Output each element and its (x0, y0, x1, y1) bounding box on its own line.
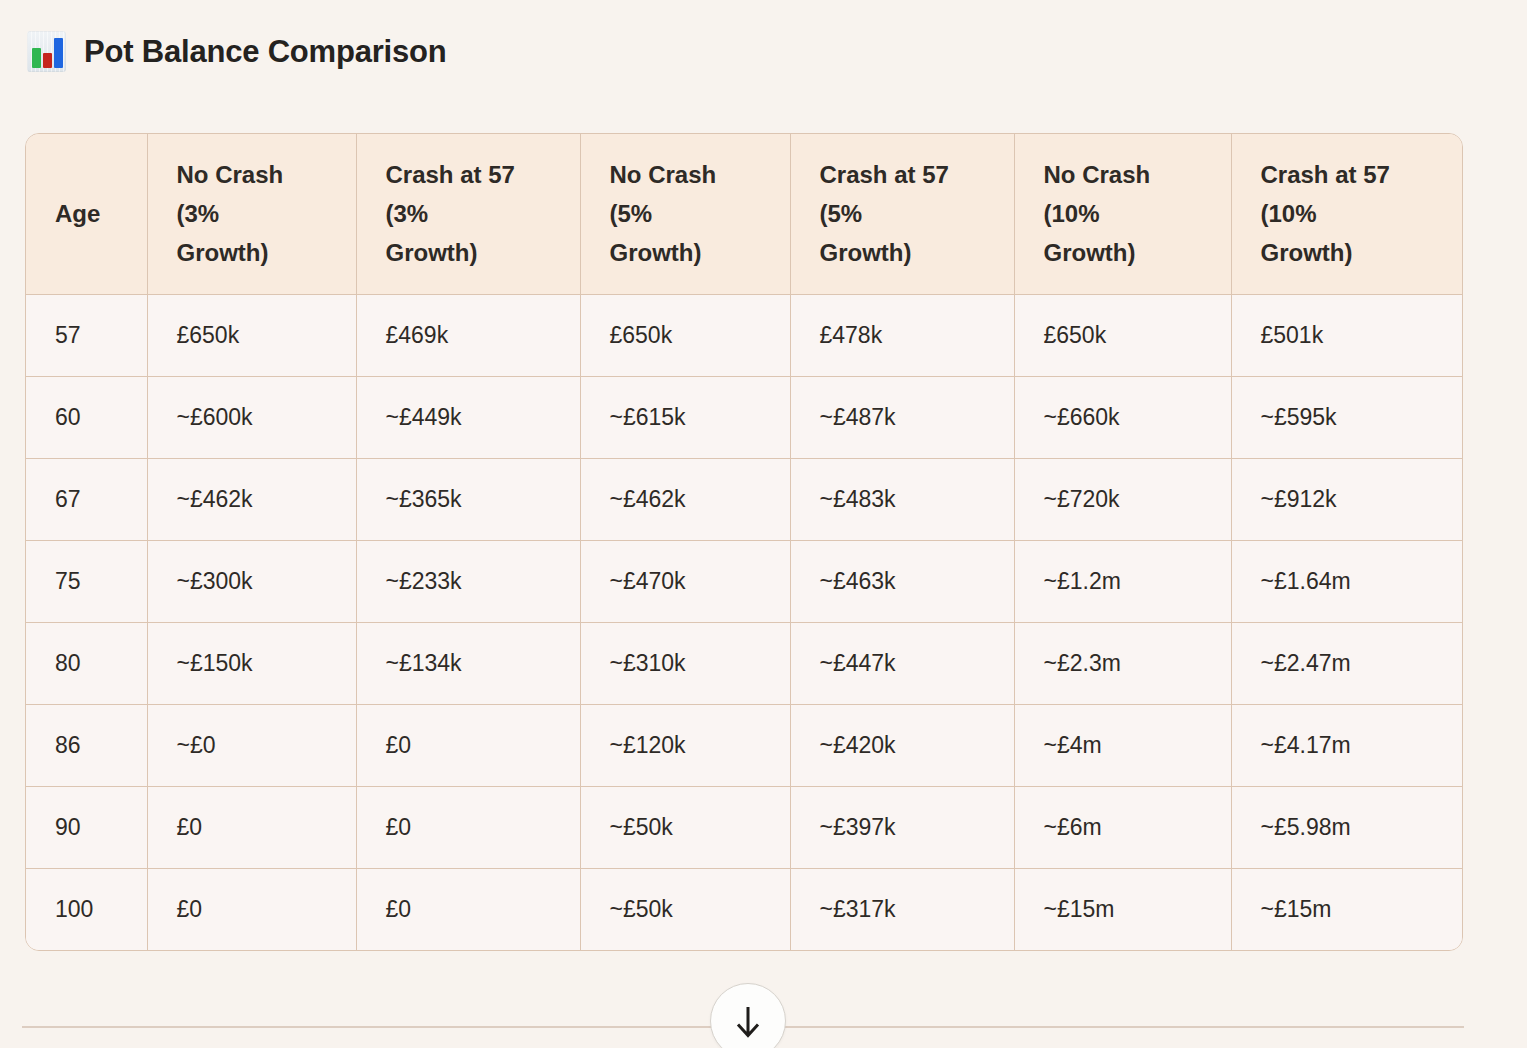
value-cell: ~£595k (1231, 376, 1463, 458)
age-cell: 60 (26, 376, 147, 458)
table-row: 90£0£0~£50k~£397k~£6m~£5.98m (26, 786, 1463, 868)
table-row: 60~£600k~£449k~£615k~£487k~£660k~£595k (26, 376, 1463, 458)
value-cell: ~£660k (1014, 376, 1231, 458)
value-cell: ~£2.47m (1231, 622, 1463, 704)
value-cell: ~£365k (356, 458, 580, 540)
value-cell: £0 (147, 868, 356, 950)
value-cell: £650k (580, 294, 790, 376)
value-cell: £501k (1231, 294, 1463, 376)
value-cell: ~£720k (1014, 458, 1231, 540)
table-row: 100£0£0~£50k~£317k~£15m~£15m (26, 868, 1463, 950)
value-cell: ~£5.98m (1231, 786, 1463, 868)
age-cell: 75 (26, 540, 147, 622)
value-cell: ~£317k (790, 868, 1014, 950)
value-cell: ~£15m (1231, 868, 1463, 950)
value-cell: ~£462k (147, 458, 356, 540)
value-cell: ~£150k (147, 622, 356, 704)
bar-chart-icon (27, 31, 66, 72)
value-cell: £650k (1014, 294, 1231, 376)
value-cell: ~£6m (1014, 786, 1231, 868)
bar-chart-icon-green-bar (32, 48, 41, 68)
page-header: Pot Balance Comparison (0, 0, 1527, 72)
column-header: No Crash(3%Growth) (147, 134, 356, 294)
value-cell: £478k (790, 294, 1014, 376)
value-cell: ~£15m (1014, 868, 1231, 950)
column-header: Crash at 57(3%Growth) (356, 134, 580, 294)
bar-chart-icon-red-bar (43, 53, 52, 68)
value-cell: ~£2.3m (1014, 622, 1231, 704)
table-header-row: AgeNo Crash(3%Growth)Crash at 57(3%Growt… (26, 134, 1463, 294)
value-cell: ~£4.17m (1231, 704, 1463, 786)
value-cell: ~£397k (790, 786, 1014, 868)
age-cell: 100 (26, 868, 147, 950)
value-cell: ~£447k (790, 622, 1014, 704)
value-cell: ~£420k (790, 704, 1014, 786)
bar-chart-icon-blue-bar (54, 38, 63, 68)
value-cell: ~£134k (356, 622, 580, 704)
value-cell: £0 (356, 868, 580, 950)
value-cell: ~£120k (580, 704, 790, 786)
value-cell: ~£615k (580, 376, 790, 458)
value-cell: ~£449k (356, 376, 580, 458)
table-header-row: AgeNo Crash(3%Growth)Crash at 57(3%Growt… (26, 134, 1463, 294)
value-cell: ~£1.2m (1014, 540, 1231, 622)
value-cell: ~£600k (147, 376, 356, 458)
value-cell: £0 (356, 704, 580, 786)
pot-balance-table: AgeNo Crash(3%Growth)Crash at 57(3%Growt… (25, 133, 1463, 951)
value-cell: ~£300k (147, 540, 356, 622)
value-cell: ~£487k (790, 376, 1014, 458)
value-cell: ~£4m (1014, 704, 1231, 786)
page: { "page": { "title": "Pot Balance Compar… (0, 0, 1527, 1048)
value-cell: ~£483k (790, 458, 1014, 540)
column-header: Age (26, 134, 147, 294)
value-cell: ~£50k (580, 868, 790, 950)
value-cell: £0 (147, 786, 356, 868)
value-cell: ~£463k (790, 540, 1014, 622)
table-row: 75~£300k~£233k~£470k~£463k~£1.2m~£1.64m (26, 540, 1463, 622)
column-header: Crash at 57(10%Growth) (1231, 134, 1463, 294)
value-cell: ~£233k (356, 540, 580, 622)
value-cell: £0 (356, 786, 580, 868)
value-cell: £469k (356, 294, 580, 376)
age-cell: 67 (26, 458, 147, 540)
table-row: 80~£150k~£134k~£310k~£447k~£2.3m~£2.47m (26, 622, 1463, 704)
value-cell: ~£1.64m (1231, 540, 1463, 622)
table-body: 57£650k£469k£650k£478k£650k£501k60~£600k… (26, 294, 1463, 950)
value-cell: ~£912k (1231, 458, 1463, 540)
value-cell: ~£462k (580, 458, 790, 540)
scroll-to-bottom-button[interactable] (710, 983, 786, 1048)
value-cell: ~£470k (580, 540, 790, 622)
table-row: 86~£0£0~£120k~£420k~£4m~£4.17m (26, 704, 1463, 786)
age-cell: 57 (26, 294, 147, 376)
page-title: Pot Balance Comparison (84, 34, 447, 70)
column-header: No Crash(10%Growth) (1014, 134, 1231, 294)
column-header: Crash at 57(5%Growth) (790, 134, 1014, 294)
value-cell: ~£50k (580, 786, 790, 868)
age-cell: 80 (26, 622, 147, 704)
table-row: 57£650k£469k£650k£478k£650k£501k (26, 294, 1463, 376)
arrow-down-icon (732, 1003, 764, 1041)
age-cell: 90 (26, 786, 147, 868)
value-cell: ~£0 (147, 704, 356, 786)
value-cell: £650k (147, 294, 356, 376)
table-row: 67~£462k~£365k~£462k~£483k~£720k~£912k (26, 458, 1463, 540)
column-header: No Crash(5%Growth) (580, 134, 790, 294)
value-cell: ~£310k (580, 622, 790, 704)
age-cell: 86 (26, 704, 147, 786)
